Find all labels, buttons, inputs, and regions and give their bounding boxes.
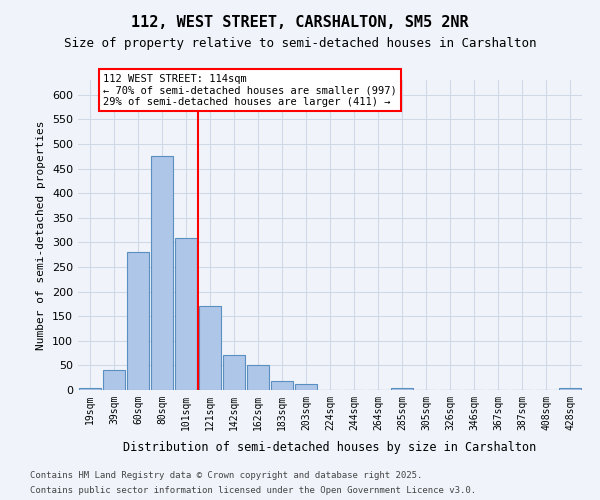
Text: 112, WEST STREET, CARSHALTON, SM5 2NR: 112, WEST STREET, CARSHALTON, SM5 2NR: [131, 15, 469, 30]
Text: Contains public sector information licensed under the Open Government Licence v3: Contains public sector information licen…: [30, 486, 476, 495]
Bar: [295, 384, 317, 390]
Bar: [199, 306, 221, 390]
Bar: [271, 381, 293, 390]
Y-axis label: Number of semi-detached properties: Number of semi-detached properties: [37, 120, 46, 350]
Text: 112 WEST STREET: 114sqm
← 70% of semi-detached houses are smaller (997)
29% of s: 112 WEST STREET: 114sqm ← 70% of semi-de…: [103, 74, 397, 107]
Bar: [127, 252, 149, 390]
Bar: [247, 366, 269, 390]
Bar: [559, 388, 581, 390]
Text: Size of property relative to semi-detached houses in Carshalton: Size of property relative to semi-detach…: [64, 38, 536, 51]
Bar: [103, 370, 125, 390]
Bar: [79, 388, 101, 390]
Bar: [151, 156, 173, 390]
X-axis label: Distribution of semi-detached houses by size in Carshalton: Distribution of semi-detached houses by …: [124, 441, 536, 454]
Bar: [391, 388, 413, 390]
Bar: [223, 354, 245, 390]
Text: Contains HM Land Registry data © Crown copyright and database right 2025.: Contains HM Land Registry data © Crown c…: [30, 471, 422, 480]
Bar: [175, 238, 197, 390]
